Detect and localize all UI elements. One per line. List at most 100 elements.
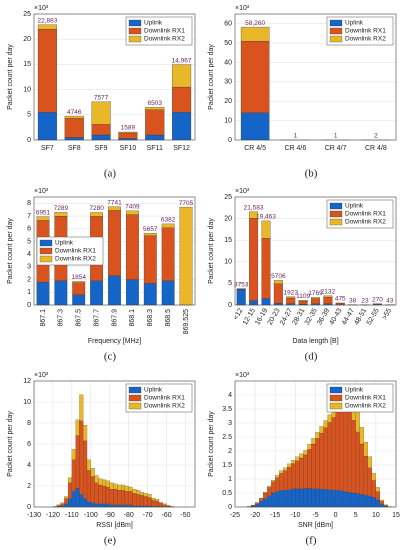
legend-label: Uplink: [345, 203, 364, 210]
histogram-bar: [113, 504, 118, 508]
legend-label: Downlink RX2: [345, 36, 386, 43]
legend-swatch: [128, 35, 142, 43]
histogram-bar: [67, 482, 72, 499]
histogram-bar: [139, 495, 144, 507]
histogram-bar: [86, 459, 91, 471]
histogram-bar: [56, 504, 61, 506]
histogram-bar: [64, 498, 69, 504]
histogram-bar: [121, 490, 126, 506]
legend-swatch: [329, 202, 343, 210]
y-tick-label: 60: [224, 21, 232, 28]
legend-label: Uplink: [345, 387, 364, 394]
total-label: 7577: [94, 95, 109, 102]
histogram-bar: [255, 504, 260, 508]
histogram-bar: [147, 497, 152, 507]
bar-segment: [161, 227, 175, 282]
x-tick-label: SF11: [147, 145, 163, 152]
histogram-bar: [136, 494, 141, 507]
histogram-bar: [267, 495, 272, 508]
histogram-bar: [375, 491, 381, 501]
y-multiplier: ×10³: [34, 372, 49, 379]
bar-segment: [90, 280, 104, 306]
bar-segment: [37, 112, 57, 141]
histogram-bar: [279, 470, 284, 474]
bar-segment: [179, 206, 193, 306]
bar-segment: [161, 223, 175, 228]
histogram-bar: [259, 498, 264, 502]
histogram-bar: [94, 475, 99, 483]
x-tick-label: CR 4/6: [284, 145, 306, 152]
histogram-bar: [347, 408, 352, 493]
bar-segment: [125, 279, 139, 306]
bar-segment: [240, 40, 270, 114]
caption: (c): [104, 351, 117, 363]
bar-segment: [72, 282, 86, 295]
histogram-bar: [295, 460, 300, 489]
histogram-bar: [315, 438, 320, 489]
legend-label: Downlink RX2: [345, 403, 386, 410]
histogram-bar: [359, 494, 364, 508]
histogram-bar: [371, 473, 376, 481]
x-tick-label: -5: [312, 512, 318, 519]
x-tick-label: 867.9: [111, 309, 118, 327]
y-tick-label: 20: [23, 36, 31, 43]
x-tick-label: -20: [250, 512, 260, 519]
legend-swatch: [128, 402, 142, 410]
histogram-bar: [307, 449, 312, 489]
histogram-bar: [323, 489, 328, 508]
y-tick-label: 3.5: [222, 406, 232, 413]
legend-label: Uplink: [144, 20, 163, 27]
y-multiplier: ×10³: [34, 5, 49, 12]
total-label: 270: [372, 297, 383, 304]
total-label: 1: [334, 133, 338, 140]
total-label: 7741: [107, 199, 122, 206]
histogram-bar: [263, 492, 268, 494]
total-label: 5706: [271, 273, 286, 280]
y-tick-label: 2: [27, 276, 31, 283]
bar-segment: [311, 297, 320, 299]
histogram-bar: [158, 503, 163, 507]
y-tick-label: 12: [23, 378, 31, 385]
bar-segment: [143, 235, 157, 284]
x-tick-label: <12: [233, 307, 245, 321]
histogram-bar: [162, 503, 167, 506]
bar-segment: [108, 210, 121, 276]
histogram-bar: [83, 498, 88, 508]
bar-segment: [323, 295, 333, 298]
histogram-bar: [109, 482, 114, 490]
bar-segment: [286, 297, 296, 304]
histogram-bar: [147, 494, 152, 498]
x-tick-label: -10: [290, 512, 300, 519]
legend-swatch: [39, 247, 53, 255]
bar-segment: [91, 124, 111, 136]
legend-label: Uplink: [55, 240, 74, 247]
histogram-bar: [375, 487, 381, 492]
bar-segment: [261, 238, 271, 299]
histogram-bar: [311, 438, 316, 445]
histogram-bar: [331, 490, 336, 508]
y-tick-label: 30: [224, 79, 232, 86]
histogram-bar: [271, 481, 276, 494]
bar-segment: [236, 289, 246, 306]
histogram-bar: [275, 477, 280, 492]
bar-segment: [143, 283, 157, 306]
bar-segment: [37, 28, 57, 113]
bar-segment: [161, 280, 175, 306]
y-multiplier: ×10³: [235, 188, 250, 195]
bar-segment: [240, 112, 270, 141]
legend-label: Downlink RX2: [144, 36, 185, 43]
histogram-bar: [379, 499, 385, 502]
bar-segment: [172, 112, 192, 141]
histogram-bar: [121, 484, 126, 491]
histogram-bar: [83, 425, 88, 441]
y-tick-label: 20: [224, 98, 232, 105]
y-tick-label: 6: [27, 226, 31, 233]
histogram-bar: [331, 417, 336, 491]
bar-segment: [249, 211, 259, 219]
total-label: 5657: [143, 226, 158, 233]
bar-segment: [64, 115, 84, 119]
total-label: 7289: [54, 205, 69, 212]
bar-segment: [172, 86, 192, 113]
histogram-bar: [64, 496, 69, 499]
histogram-bar: [128, 491, 133, 505]
